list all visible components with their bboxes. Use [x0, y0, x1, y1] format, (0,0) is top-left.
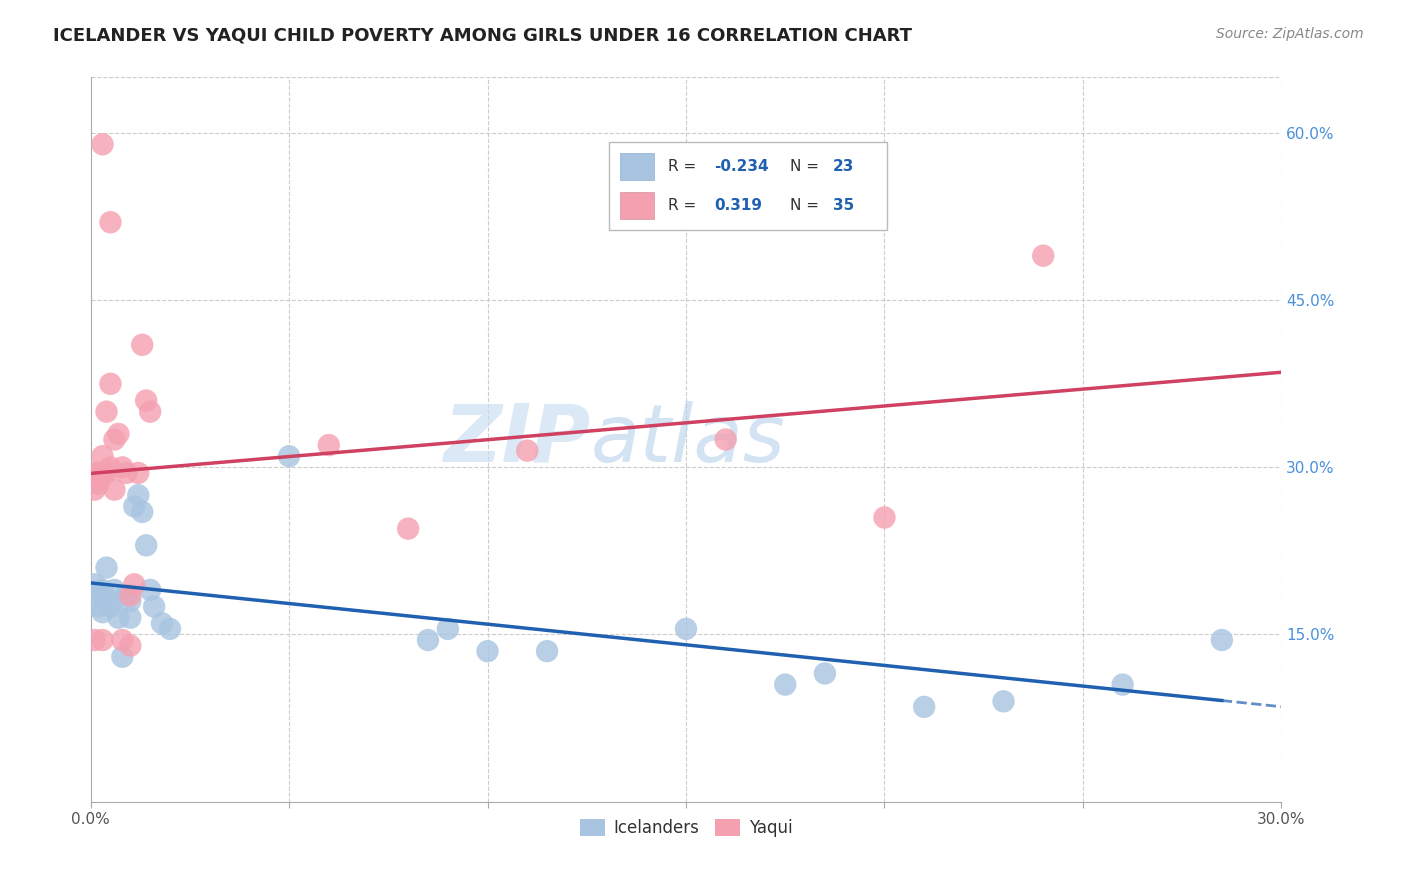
Point [107, 611, 129, 625]
Point [1032, 249, 1054, 263]
Point [536, 644, 558, 658]
Point [477, 644, 499, 658]
Text: ICELANDER VS YAQUI CHILD POVERTY AMONG GIRLS UNDER 16 CORRELATION CHART: ICELANDER VS YAQUI CHILD POVERTY AMONG G… [53, 27, 912, 45]
Text: 35: 35 [832, 198, 853, 213]
Text: R =: R = [668, 159, 702, 174]
Point [87, 589, 110, 603]
Point [1111, 677, 1133, 691]
Text: 0.319: 0.319 [714, 198, 762, 213]
Point [124, 500, 146, 514]
FancyBboxPatch shape [609, 143, 887, 230]
Point [91, 466, 114, 480]
Point [714, 433, 737, 447]
Point [83, 471, 105, 485]
Point [91, 633, 114, 648]
Point [115, 589, 138, 603]
Point [814, 666, 837, 681]
Text: R =: R = [668, 198, 706, 213]
FancyBboxPatch shape [620, 153, 654, 180]
Point [135, 538, 157, 552]
Point [318, 438, 340, 452]
Point [103, 433, 125, 447]
Point [96, 404, 118, 418]
Point [96, 560, 118, 574]
Point [103, 483, 125, 497]
Point [91, 582, 114, 597]
Point [115, 466, 138, 480]
Point [143, 599, 166, 614]
Point [103, 582, 125, 597]
Point [127, 466, 149, 480]
Point [111, 633, 134, 648]
Point [437, 622, 460, 636]
Point [100, 215, 122, 229]
Point [120, 639, 142, 653]
Point [111, 649, 134, 664]
Point [100, 460, 122, 475]
Point [127, 488, 149, 502]
Legend: Icelanders, Yaqui: Icelanders, Yaqui [572, 813, 799, 844]
Point [139, 582, 162, 597]
Point [100, 376, 122, 391]
Text: atlas: atlas [591, 401, 786, 478]
Point [87, 466, 110, 480]
Point [83, 633, 105, 648]
Text: N =: N = [790, 198, 824, 213]
Point [83, 466, 105, 480]
Text: N =: N = [790, 159, 824, 174]
Point [139, 404, 162, 418]
Point [87, 471, 110, 485]
Point [87, 477, 110, 491]
Point [120, 611, 142, 625]
Point [873, 510, 896, 524]
Point [993, 694, 1015, 708]
Text: 23: 23 [832, 159, 855, 174]
Point [120, 589, 142, 603]
Point [124, 577, 146, 591]
Point [131, 338, 153, 352]
Point [135, 393, 157, 408]
Point [912, 699, 935, 714]
Point [675, 622, 697, 636]
Point [100, 599, 122, 614]
Point [516, 443, 538, 458]
Point [91, 605, 114, 619]
Point [111, 460, 134, 475]
Text: ZIP: ZIP [443, 401, 591, 478]
Point [773, 677, 796, 691]
Point [87, 599, 110, 614]
Point [83, 483, 105, 497]
Point [91, 137, 114, 152]
Point [416, 633, 439, 648]
Point [159, 622, 181, 636]
Point [150, 616, 173, 631]
Point [100, 594, 122, 608]
Point [96, 466, 118, 480]
Point [107, 426, 129, 441]
FancyBboxPatch shape [620, 193, 654, 219]
Text: Source: ZipAtlas.com: Source: ZipAtlas.com [1216, 27, 1364, 41]
Point [131, 505, 153, 519]
Point [83, 577, 105, 591]
Point [91, 449, 114, 463]
Point [278, 449, 301, 463]
Text: -0.234: -0.234 [714, 159, 769, 174]
Point [396, 522, 419, 536]
Point [1211, 633, 1233, 648]
Point [120, 594, 142, 608]
